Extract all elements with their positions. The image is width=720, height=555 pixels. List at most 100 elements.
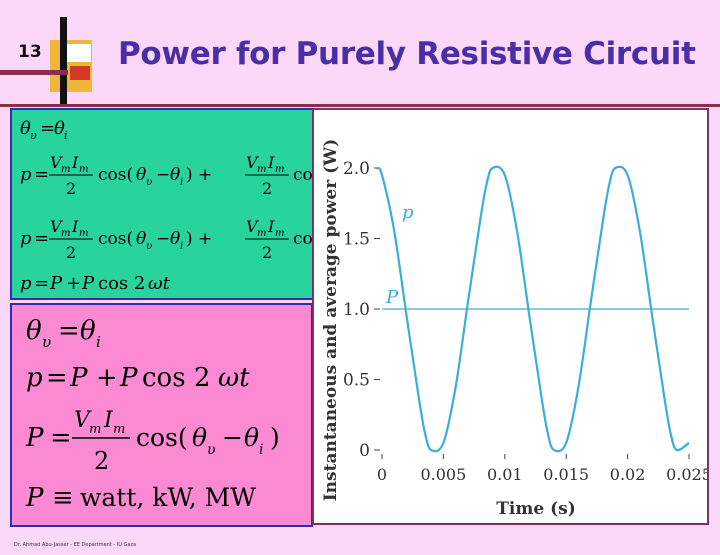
svg-text:υ: υ	[146, 177, 152, 188]
footer-credit: Dr. Ahmad Abu-Jasser - EE Department - I…	[14, 542, 137, 548]
svg-text:m: m	[257, 164, 266, 175]
svg-text:m: m	[275, 164, 284, 175]
series-line-instantaneous-power	[376, 165, 690, 453]
svg-text:=: =	[50, 423, 72, 453]
svg-text:υ: υ	[42, 333, 51, 351]
svg-text:m: m	[61, 164, 70, 175]
svg-text:=: =	[40, 118, 55, 139]
svg-text:V: V	[50, 217, 63, 236]
svg-text:I: I	[71, 217, 79, 236]
svg-text:ωt: ωt	[148, 273, 171, 294]
svg-text:υ: υ	[207, 442, 216, 458]
svg-text:m: m	[113, 422, 125, 437]
svg-text:m: m	[61, 228, 70, 239]
svg-text:−: −	[156, 229, 170, 249]
svg-text:+: +	[66, 273, 81, 294]
svg-text:=: =	[34, 273, 49, 294]
green-equations-svg: θ υ = θ i p = V m I m 2 cos( θ υ − θ i )…	[20, 118, 313, 294]
svg-text:): )	[270, 423, 280, 452]
svg-text:θ: θ	[80, 316, 96, 346]
green-eq-4: p = P + P cos 2 ωt	[20, 273, 171, 294]
y-tick-label: 1.0	[343, 300, 370, 320]
svg-text:cos(: cos(	[98, 229, 133, 249]
svg-text:i: i	[64, 129, 68, 142]
svg-text:p: p	[26, 363, 43, 393]
green-eq-2: p = V m I m 2 cos( θ υ − θ i ) + V m I m…	[20, 153, 313, 198]
svg-text:θ: θ	[192, 423, 207, 452]
svg-text:υ: υ	[30, 129, 37, 142]
svg-text:m: m	[79, 228, 88, 239]
svg-text:2: 2	[94, 447, 109, 475]
x-tick-label: 0.01	[487, 465, 523, 484]
svg-text:i: i	[96, 333, 101, 351]
svg-text:θ: θ	[244, 423, 259, 452]
svg-text:cos 2: cos 2	[98, 273, 145, 294]
svg-text:P: P	[25, 423, 44, 453]
svg-text:2: 2	[262, 243, 272, 262]
svg-text:V: V	[74, 408, 92, 433]
svg-text:θ: θ	[20, 118, 31, 139]
pink-equations-svg: θ υ = θ i p = P + P cos 2 ωt P = V m I m…	[25, 316, 280, 513]
power-chart: 0 0.5 1.0 1.5 2.0 0 0.005 0.01 0.015 0.02 0.025 In…	[321, 139, 712, 519]
svg-text:) +: ) +	[186, 229, 212, 249]
svg-text:θ: θ	[170, 165, 180, 185]
deco-vertical-bar	[60, 17, 67, 105]
svg-text:) +: ) +	[186, 165, 212, 185]
svg-text:θ: θ	[170, 229, 180, 249]
svg-text:=: =	[34, 164, 49, 185]
y-tick-label: 1.5	[343, 230, 370, 250]
x-tick-label: 0.02	[610, 465, 646, 484]
svg-text:m: m	[89, 422, 101, 437]
x-tick-label: 0	[377, 465, 387, 484]
green-eq-3: p = V m I m 2 cos( θ υ − θ i ) + V m I m…	[20, 217, 313, 262]
svg-text:−: −	[222, 423, 243, 452]
svg-text:i: i	[180, 241, 183, 252]
svg-text:θ: θ	[136, 229, 146, 249]
pink-eq-2: p = P + P cos 2 ωt	[26, 363, 250, 393]
y-axis-label: Instantaneous and average power (W)	[321, 139, 341, 502]
x-tick-label: 0.015	[543, 465, 589, 484]
y-tick-label: 2.0	[343, 159, 370, 179]
svg-text:P: P	[49, 273, 63, 294]
svg-text:I: I	[267, 153, 275, 172]
deco-left-rule	[0, 70, 68, 75]
svg-text:m: m	[275, 228, 284, 239]
title-rule	[0, 104, 720, 107]
x-axis-label: Time (s)	[496, 499, 576, 519]
svg-text:m: m	[79, 164, 88, 175]
svg-text:+: +	[96, 363, 118, 393]
x-tick-label: 0.025	[666, 465, 707, 484]
svg-text:ωt: ωt	[218, 363, 250, 393]
power-chart-panel: 0 0.5 1.0 1.5 2.0 0 0.005 0.01 0.015 0.02 0.025 In…	[312, 108, 712, 525]
svg-text:2: 2	[66, 243, 76, 262]
svg-text:cos(: cos(	[98, 165, 133, 185]
svg-text:co: co	[293, 229, 313, 249]
svg-text:p: p	[20, 273, 32, 294]
pink-eq-3: P = V m I m 2 cos( θ υ − θ i )	[25, 408, 280, 475]
svg-text:θ: θ	[26, 316, 42, 346]
green-equation-box: θ υ = θ i p = V m I m 2 cos( θ υ − θ i )…	[10, 108, 315, 300]
svg-text:=: =	[34, 228, 49, 249]
svg-text:p: p	[20, 228, 32, 249]
svg-text:p: p	[20, 164, 32, 185]
series-label-P: P	[385, 287, 399, 308]
header-decoration	[0, 17, 92, 105]
deco-red-block	[70, 66, 90, 80]
y-tick-label: 0.5	[343, 371, 370, 391]
svg-text:P: P	[25, 483, 44, 513]
pink-units-text: watt, kW, MW	[80, 483, 256, 512]
chart-series	[376, 165, 690, 453]
svg-text:≡: ≡	[52, 483, 74, 513]
svg-text:I: I	[267, 217, 275, 236]
x-tick-label: 0.005	[420, 465, 466, 484]
svg-text:cos(: cos(	[136, 423, 188, 452]
svg-text:V: V	[50, 153, 63, 172]
svg-text:−: −	[156, 165, 170, 185]
svg-text:θ: θ	[136, 165, 146, 185]
svg-text:cos 2: cos 2	[142, 363, 210, 393]
pink-eq-4: P ≡ watt, kW, MW	[25, 483, 256, 513]
svg-text:V: V	[246, 153, 259, 172]
svg-text:υ: υ	[146, 241, 152, 252]
slide-number: 13	[18, 42, 42, 62]
pink-equation-box: θ υ = θ i p = P + P cos 2 ωt P = V m I m…	[10, 303, 313, 527]
